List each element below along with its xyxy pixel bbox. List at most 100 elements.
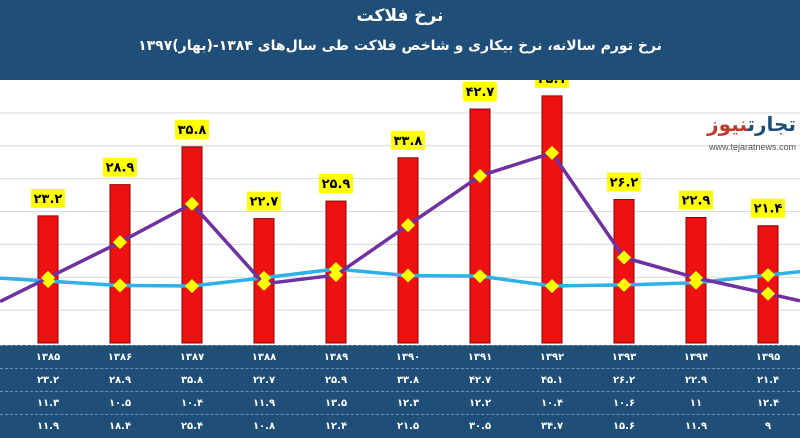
- bar: [109, 184, 131, 344]
- data-label: ۳۵.۸: [178, 123, 207, 138]
- table-cell: ۲۲.۹: [684, 375, 708, 386]
- table-cell: ۱۳۸۵: [35, 352, 61, 363]
- point-marker: [400, 218, 416, 233]
- data-label: ۲۶.۲: [610, 175, 639, 190]
- chart-title: نرخ فلاکت: [356, 6, 444, 26]
- point-marker: [688, 270, 704, 285]
- table-cell: ۲۵.۴: [180, 421, 204, 432]
- table-cell: ۲۶.۲: [612, 375, 636, 386]
- data-label: ۲۲.۹: [682, 194, 711, 209]
- point-marker: [400, 268, 416, 283]
- table-cell: ۲۵.۹: [324, 375, 348, 386]
- table-cell: ۱۱.۹: [252, 398, 276, 409]
- table-cell: ۱۳۹۰: [395, 352, 421, 363]
- table-cell: ۴۵.۱: [540, 375, 564, 386]
- logo-name-part1: تجارت: [747, 112, 796, 136]
- table-cell: ۱۵.۶: [612, 421, 636, 432]
- data-label: ۲۲.۷: [250, 195, 279, 210]
- data-label-box: [31, 188, 65, 208]
- data-label-box: [391, 130, 425, 150]
- data-label-box: [679, 190, 713, 210]
- table-row-unemployment: ۱۱.۳ ۱۰.۵ ۱۰.۴ ۱۱.۹ ۱۳.۵ ۱۲.۳ ۱۲.۲ ۱۰.۴ ۱۰.۶ ۱۱ ۱۲…: [0, 391, 800, 415]
- table-cell: ۱۰.۸: [252, 421, 276, 432]
- data-label: ۲۱.۴: [754, 202, 783, 217]
- data-label: ۲۸.۹: [106, 161, 135, 176]
- point-marker: [544, 278, 560, 294]
- table-cell: ۱۳.۵: [324, 398, 348, 409]
- table-cell: ۲۱.۵: [396, 421, 420, 432]
- table-cell: ۱۳۸۸: [251, 352, 277, 363]
- table-row-inflation: ۱۱.۹ ۱۸.۴ ۲۵.۴ ۱۰.۸ ۱۲.۴ ۲۱.۵ ۳۰.۵ ۳۴.۷ ۱۵.۶ ۱۱.۹…: [0, 414, 800, 438]
- point-marker: [472, 168, 488, 183]
- table-cell: ۲۸.۹: [108, 375, 132, 386]
- table-cell: ۱۲.۴: [756, 398, 780, 409]
- table-cell: ۱۳۹۵: [755, 352, 781, 363]
- table-cell: ۳۳.۸: [396, 375, 420, 386]
- table-cell: ۱۳۹۱: [467, 352, 493, 363]
- data-label: ۴۲.۷: [466, 85, 495, 100]
- table-cell: ۳۵.۸: [180, 375, 204, 386]
- data-label-box: [535, 80, 569, 88]
- table-cell: ۱۲.۴: [324, 421, 348, 432]
- table-cell: ۱۳۹۴: [683, 352, 709, 363]
- table-cell: ۱۰.۴: [180, 398, 204, 409]
- bar: [757, 225, 779, 344]
- point-marker: [760, 286, 776, 301]
- logo-url: www.tejaratnews.com: [708, 142, 796, 152]
- tejaratnews-logo: تجارتنیوز www.tejaratnews.com: [700, 112, 800, 160]
- table-cell: ۱۰.۴: [540, 398, 564, 409]
- data-label-box: [247, 191, 281, 211]
- bar: [181, 146, 203, 344]
- data-label-box: [103, 157, 137, 177]
- point-marker: [256, 276, 272, 291]
- point-marker: [544, 145, 560, 160]
- table-cell: ۱۸.۴: [108, 421, 132, 432]
- data-label-box: [319, 174, 353, 194]
- bar: [469, 108, 491, 344]
- bar: [613, 198, 635, 344]
- point-marker: [616, 277, 632, 292]
- table-cell: ۱۳۸۷: [179, 352, 205, 363]
- logo-text: تجارتنیوز: [707, 112, 796, 136]
- table-cell: ۳۰.۵: [468, 421, 492, 432]
- chart-subtitle: نرخ تورم سالانه، نرخ بیکاری و شاخص فلاکت…: [138, 38, 662, 54]
- data-label: ۳۳.۸: [394, 134, 423, 149]
- point-marker: [328, 267, 344, 283]
- data-label: ۴۵.۱: [538, 80, 567, 87]
- point-marker: [472, 269, 488, 284]
- point-marker: [184, 278, 200, 294]
- point-marker: [760, 267, 776, 283]
- data-label-box: [751, 198, 785, 218]
- table-cell: ۱۱.۹: [684, 421, 708, 432]
- bar: [397, 157, 419, 344]
- table-cell: ۱۰.۶: [612, 398, 636, 409]
- table-cell: ۲۱.۴: [756, 375, 780, 386]
- table-cell: ۹: [764, 421, 772, 432]
- table-cell: ۴۲.۷: [468, 375, 492, 386]
- data-label-box: [463, 82, 497, 102]
- bar: [541, 95, 563, 344]
- data-label: ۲۵.۹: [322, 177, 351, 192]
- table-cell: ۱۱.۳: [36, 398, 60, 409]
- point-marker: [616, 250, 632, 265]
- point-marker: [184, 196, 200, 211]
- table-row-misery: ۲۳.۲ ۲۸.۹ ۳۵.۸ ۲۲.۷ ۲۵.۹ ۳۳.۸ ۴۲.۷ ۴۵.۱ ۲۶.۲ ۲۲.۹…: [0, 368, 800, 392]
- table-cell: ۲۲.۷: [252, 375, 276, 386]
- table-cell: ۱۲.۳: [396, 398, 420, 409]
- data-label-box: [175, 119, 209, 139]
- table-cell: ۱۲.۲: [468, 398, 492, 409]
- misery-index-chart: ۲۳.۲ ۲۸.۹ ۳۵.۸ ۲۲.۷ ۲۵.۹ ۳۳.۸ ۴۲.۷ ۴۵.۱ ۲۶.۲ ۲۲.۹…: [0, 80, 800, 344]
- table-cell: ۳۴.۷: [540, 421, 564, 432]
- table-cell: ۱۳۸۹: [323, 352, 349, 363]
- point-marker: [40, 270, 56, 285]
- table-cell: ۱۳۸۶: [107, 352, 133, 363]
- point-marker: [112, 278, 128, 293]
- table-cell: ۱۱: [689, 398, 703, 409]
- table-cell: ۱۰.۵: [108, 398, 132, 409]
- table-cell: ۲۳.۲: [36, 375, 60, 386]
- table-cell: ۱۱.۹: [36, 421, 60, 432]
- data-table: ۱۳۸۵ ۱۳۸۶ ۱۳۸۷ ۱۳۸۸ ۱۳۸۹ ۱۳۹۰ ۱۳۹۱ ۱۳۹۲ ۱۳۹۳ ۱۳۹۴…: [0, 345, 800, 438]
- table-cell: ۱۳۹۲: [539, 352, 565, 363]
- table-cell: ۱۳۹۳: [611, 352, 637, 363]
- logo-name-part2: نیوز: [707, 112, 748, 136]
